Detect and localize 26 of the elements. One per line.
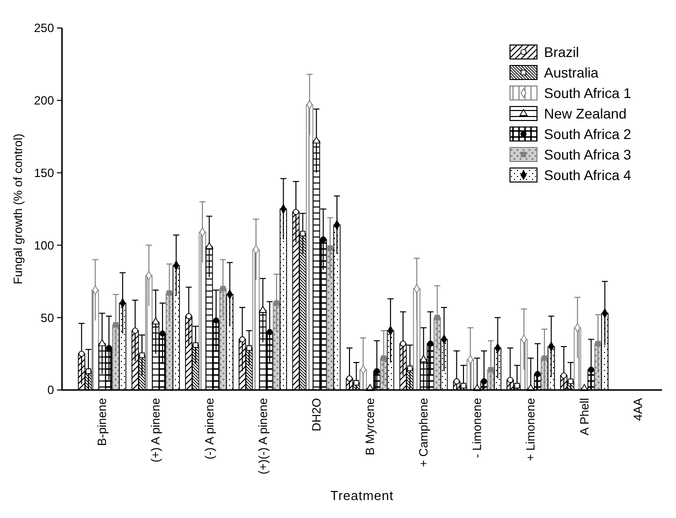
- y-tick-label: 0: [47, 383, 54, 398]
- x-tick-label: A Phell: [577, 398, 592, 436]
- y-tick-label: 50: [40, 310, 54, 325]
- x-tick-label: (+) A pinene: [148, 398, 163, 462]
- legend-label: South Africa 2: [544, 126, 632, 142]
- x-tick-label: DH2O: [309, 398, 324, 432]
- y-tick-label: 200: [34, 94, 54, 108]
- legend-label: South Africa 1: [544, 84, 632, 101]
- y-tick-label: 150: [34, 166, 54, 180]
- x-tick-label: - Limonene: [470, 398, 484, 458]
- legend-label: South Africa 4: [544, 166, 632, 183]
- x-tick-label: B-pinene: [95, 398, 110, 446]
- x-tick-label: 4AA: [630, 398, 645, 421]
- x-axis-title: Treatment: [330, 488, 394, 503]
- x-tick-label: (+)(-) A pinene: [256, 398, 270, 474]
- legend-label: Australia: [544, 64, 599, 80]
- legend-label: New Zealand: [544, 105, 626, 122]
- x-tick-label: (-) A pinene: [202, 398, 216, 460]
- legend-label: South Africa 3: [544, 146, 632, 162]
- y-tick-label: 100: [34, 238, 54, 252]
- legend-label: Brazil: [544, 44, 580, 60]
- y-axis-title: Fungal growth (% of control): [11, 134, 25, 284]
- x-tick-label: B Myrcene: [363, 398, 377, 456]
- y-tick-label: 250: [34, 21, 54, 36]
- x-tick-label: + Limonene: [524, 398, 538, 462]
- x-tick-label: + Camphene: [416, 398, 431, 468]
